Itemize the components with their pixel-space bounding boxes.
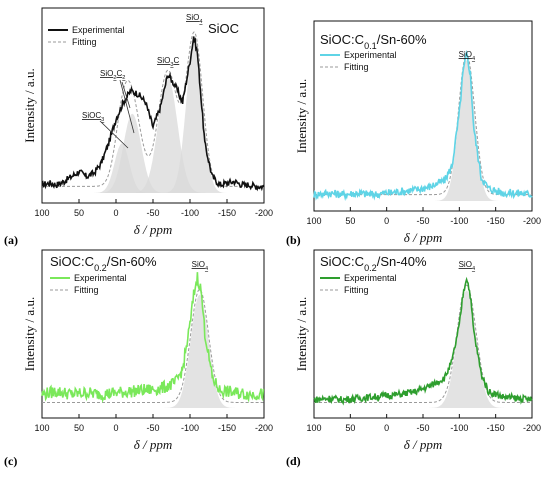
- x-tick-label: -100: [450, 216, 468, 226]
- x-tick-label: -200: [523, 216, 541, 226]
- y-axis-label: Intensity / a.u.: [294, 297, 309, 371]
- experimental-line: [41, 36, 265, 192]
- y-axis-label: Intensity / a.u.: [294, 79, 309, 153]
- fit-component-SiO2C2: [96, 113, 168, 193]
- peak-label-SiO4: SiO4: [459, 260, 475, 272]
- x-tick-label: 0: [384, 216, 389, 226]
- peak-label-SiO4: SiO4: [459, 50, 475, 62]
- x-tick-label: -100: [181, 208, 199, 218]
- panel-title: SiOC:C0.2/Sn-60%: [50, 254, 157, 273]
- x-tick-label: -50: [146, 208, 159, 218]
- y-axis-label: Intensity / a.u.: [22, 297, 37, 371]
- legend-label-experimental: Experimental: [344, 50, 397, 60]
- x-tick-label: 50: [345, 423, 355, 433]
- y-axis-label: Intensity / a.u.: [22, 68, 37, 142]
- peak-label-SiO2C2: SiO2C2: [100, 69, 125, 81]
- panel-d: 100 50 0 -50 -100 -150 -200 δ / ppm Intensity / …: [286, 249, 541, 468]
- x-tick-label: -50: [146, 423, 159, 433]
- x-tick-label: -200: [255, 208, 273, 218]
- fitting-line: [42, 288, 264, 403]
- x-tick-label: -50: [416, 216, 429, 226]
- x-tick-label: -200: [523, 423, 541, 433]
- legend-label-experimental: Experimental: [74, 273, 127, 283]
- peak-label-SiO4: SiO4: [192, 260, 208, 272]
- fit-component-SiO3C: [129, 77, 207, 193]
- x-tick-label: 50: [345, 216, 355, 226]
- peak-label-SiO4: SiO4: [186, 13, 202, 25]
- x-axis-label: δ / ppm: [404, 230, 443, 245]
- panel-letter: (a): [4, 233, 18, 247]
- x-tick-label: -150: [487, 216, 505, 226]
- legend-label-experimental: Experimental: [344, 273, 397, 283]
- peak-arrow: [121, 81, 131, 109]
- panel-a: 100 50 0 -50 -100 -150 -200 δ / ppm Intensity / …: [4, 7, 273, 247]
- x-tick-label: -200: [255, 423, 273, 433]
- x-tick-label: 100: [34, 423, 49, 433]
- panel-title: SiOC: [208, 21, 239, 36]
- peak-label-SiO3C: SiO3C: [157, 56, 179, 68]
- x-tick-label: 50: [74, 423, 84, 433]
- x-tick-label: 100: [306, 423, 321, 433]
- fit-component-SiO4: [161, 41, 227, 194]
- panel-c: 100 50 0 -50 -100 -150 -200 δ / ppm Intensity / …: [4, 249, 273, 468]
- x-tick-label: -100: [181, 423, 199, 433]
- x-tick-label: 50: [74, 208, 84, 218]
- fitting-line: [314, 53, 532, 196]
- peak-arrow: [119, 79, 135, 134]
- x-tick-label: -150: [487, 423, 505, 433]
- panel-title: SiOC:C0.2/Sn-40%: [320, 254, 427, 273]
- x-tick-label: 0: [113, 208, 118, 218]
- panel-title: SiOC:C0.1/Sn-60%: [320, 32, 427, 51]
- x-axis-label: δ / ppm: [134, 437, 173, 452]
- legend-label-fitting: Fitting: [344, 285, 369, 295]
- panel-letter: (d): [286, 454, 301, 468]
- x-tick-label: 0: [113, 423, 118, 433]
- fit-component-SiO4: [164, 294, 236, 408]
- fit-component-SiO4: [434, 60, 499, 202]
- panel-letter: (b): [286, 233, 301, 247]
- peak-arrow: [99, 120, 129, 149]
- experimental-line: [313, 276, 533, 406]
- panel-letter: (c): [4, 454, 17, 468]
- legend-label-experimental: Experimental: [72, 25, 125, 35]
- panel-b: 100 50 0 -50 -100 -150 -200 δ / ppm Intensity / …: [286, 20, 541, 247]
- x-tick-label: -150: [218, 423, 236, 433]
- fit-component-SiO4: [428, 290, 505, 408]
- legend-label-fitting: Fitting: [74, 285, 99, 295]
- x-tick-label: -50: [416, 423, 429, 433]
- experimental-line: [313, 49, 533, 202]
- legend-label-fitting: Fitting: [344, 62, 369, 72]
- x-tick-label: -150: [218, 208, 236, 218]
- x-axis-label: δ / ppm: [404, 437, 443, 452]
- x-tick-label: 0: [384, 423, 389, 433]
- experimental-line: [41, 272, 265, 404]
- x-tick-label: 100: [34, 208, 49, 218]
- x-tick-label: 100: [306, 216, 321, 226]
- peak-label-SiOC3: SiOC3: [82, 111, 104, 123]
- fitting-line: [314, 284, 532, 403]
- x-tick-label: -100: [450, 423, 468, 433]
- x-axis-label: δ / ppm: [134, 222, 173, 237]
- legend-label-fitting: Fitting: [72, 37, 97, 47]
